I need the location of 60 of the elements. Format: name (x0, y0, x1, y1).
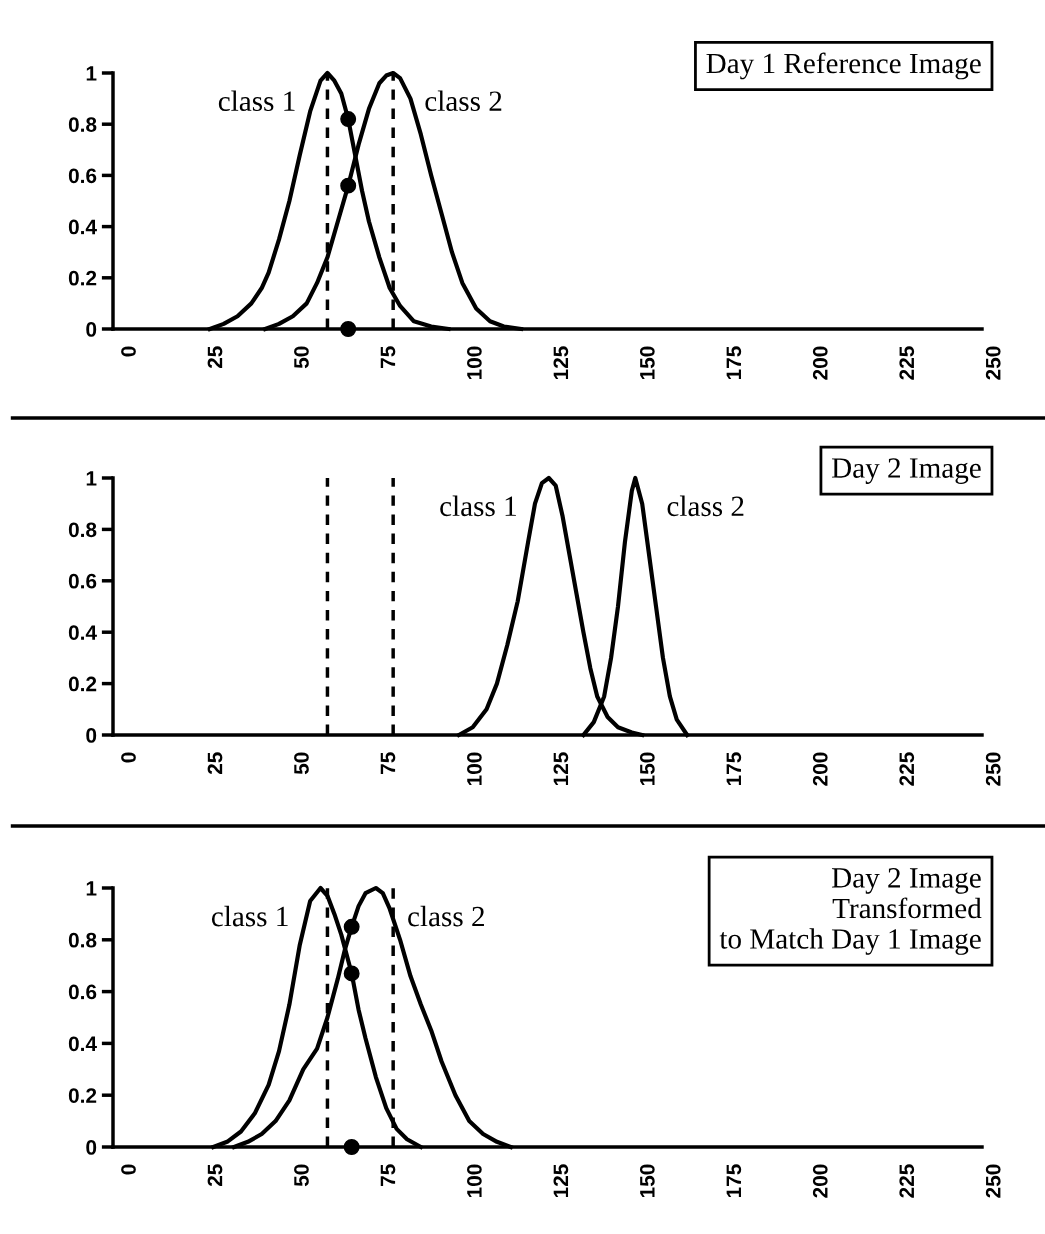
x-tick-label: 125 (553, 752, 569, 786)
x-tick-label: 100 (467, 1164, 482, 1198)
x-tick-label: 225 (899, 1164, 915, 1198)
x-tick-label: 200 (812, 1164, 828, 1198)
series-label: class 2 (408, 905, 484, 927)
x-tick-label: 225 (899, 752, 915, 786)
x-tick-label: 250 (985, 752, 1001, 786)
y-tick-label: 0.8 (68, 522, 97, 538)
x-tick-label: 100 (467, 752, 482, 786)
x-tick-label: 250 (985, 346, 1001, 380)
x-tick-label: 125 (553, 1164, 569, 1198)
y-tick-label: 0 (86, 728, 97, 743)
y-tick-label: 0.4 (68, 625, 97, 640)
chart-title: Day 2 Image Transformed to Match Day 1 Image (719, 868, 982, 955)
x-tick-label: 25 (207, 752, 223, 775)
x-tick-label: 225 (899, 346, 915, 380)
y-tick-label: 0.8 (68, 932, 97, 948)
x-tick-label: 75 (380, 346, 396, 368)
y-tick-label: 0.2 (68, 1088, 97, 1103)
y-tick-label: 0.4 (68, 1036, 97, 1052)
x-tick-label: 150 (639, 346, 655, 380)
x-tick-label: 200 (812, 752, 828, 786)
x-tick-label: 50 (294, 346, 309, 369)
y-tick-label: 1 (86, 471, 97, 486)
series-label: class 2 (667, 495, 744, 517)
x-tick-label: 0 (121, 346, 136, 357)
y-tick-label: 1 (86, 881, 97, 896)
x-tick-label: 0 (121, 1164, 136, 1175)
x-tick-label: 75 (380, 1164, 396, 1186)
x-tick-label: 25 (207, 1164, 223, 1187)
x-tick-label: 100 (467, 346, 482, 380)
series-label: class 1 (440, 495, 516, 517)
y-tick-label: 1 (86, 66, 97, 81)
chart-title: Day 2 Image (831, 458, 981, 484)
y-tick-label: 0.8 (68, 117, 97, 132)
x-tick-label: 175 (726, 752, 742, 786)
y-tick-label: 0 (86, 322, 97, 337)
x-tick-label: 125 (553, 346, 569, 380)
x-tick-label: 200 (812, 346, 828, 380)
chart-title: Day 1 Reference Image (706, 52, 981, 80)
y-tick-label: 0.2 (68, 270, 97, 286)
series-label: class 1 (211, 905, 288, 927)
y-tick-label: 0.4 (68, 219, 97, 235)
x-tick-label: 50 (294, 752, 309, 775)
series-label: class 1 (218, 90, 295, 112)
x-tick-label: 25 (207, 346, 223, 369)
x-tick-label: 175 (726, 346, 742, 380)
x-tick-label: 150 (639, 752, 655, 786)
y-tick-label: 0.6 (68, 984, 97, 1000)
x-tick-label: 50 (294, 1164, 309, 1187)
y-tick-label: 0 (86, 1140, 97, 1155)
x-tick-label: 150 (639, 1164, 655, 1198)
x-tick-label: 0 (121, 752, 136, 763)
y-tick-label: 0.6 (68, 573, 97, 589)
x-tick-label: 175 (726, 1164, 742, 1198)
series-label: class 2 (425, 90, 502, 112)
x-tick-label: 250 (985, 1164, 1001, 1198)
x-tick-label: 75 (380, 752, 396, 774)
y-tick-label: 0.2 (68, 676, 97, 692)
y-tick-label: 0.6 (68, 168, 97, 184)
